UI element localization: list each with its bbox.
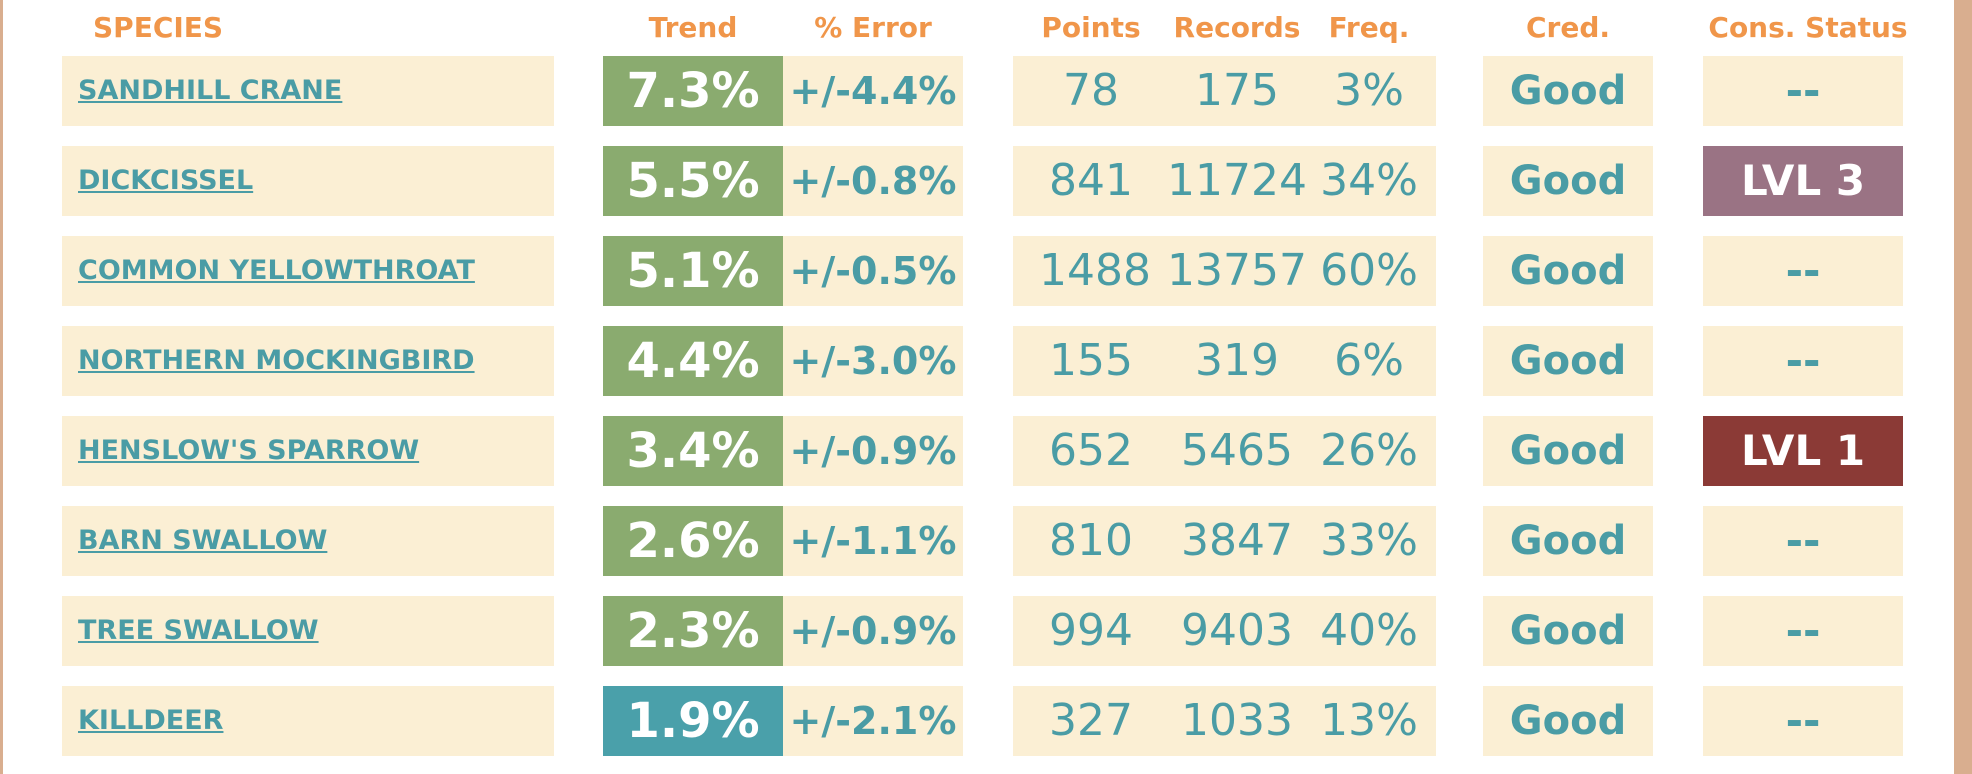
trend-value: 3.4% <box>603 416 783 486</box>
counts-group <box>1013 686 1436 756</box>
table-row: DICKCISSEL 5.5% +/-0.8% 841 11724 34% Go… <box>3 146 1954 216</box>
species-cell: COMMON YELLOWTHROAT <box>62 236 554 306</box>
error-value: +/-0.5% <box>783 236 963 306</box>
status-badge: -- <box>1703 596 1903 666</box>
records-value: 1033 <box>1181 695 1293 746</box>
cred-value: Good <box>1483 506 1653 576</box>
cred-value: Good <box>1483 596 1653 666</box>
status-badge: LVL 3 <box>1703 146 1903 216</box>
table-row: BARN SWALLOW 2.6% +/-1.1% 810 3847 33% G… <box>3 506 1954 576</box>
counts-group <box>1013 506 1436 576</box>
species-link[interactable]: TREE SWALLOW <box>78 615 319 646</box>
species-link[interactable]: SANDHILL CRANE <box>78 75 343 106</box>
status-badge: LVL 1 <box>1703 416 1903 486</box>
freq-value: 34% <box>1320 155 1418 206</box>
header-records: Records <box>1173 11 1301 44</box>
cred-value: Good <box>1483 236 1653 306</box>
trend-value: 2.3% <box>603 596 783 666</box>
records-value: 13757 <box>1167 245 1307 296</box>
table-row: TREE SWALLOW 2.3% +/-0.9% 994 9403 40% G… <box>3 596 1954 666</box>
header-points: Points <box>1041 11 1141 44</box>
table-row: SANDHILL CRANE 7.3% +/-4.4% 78 175 3% Go… <box>3 56 1954 126</box>
counts-group <box>1013 596 1436 666</box>
species-cell: DICKCISSEL <box>62 146 554 216</box>
status-badge: -- <box>1703 686 1903 756</box>
points-value: 327 <box>1049 695 1133 746</box>
counts-group <box>1013 56 1436 126</box>
error-value: +/-4.4% <box>783 56 963 126</box>
header-status: Cons. Status <box>1708 11 1908 44</box>
counts-group <box>1013 416 1436 486</box>
freq-value: 60% <box>1320 245 1418 296</box>
header-trend: Trend <box>648 11 738 44</box>
table-row: KILLDEER 1.9% +/-2.1% 327 1033 13% Good … <box>3 686 1954 756</box>
species-cell: NORTHERN MOCKINGBIRD <box>62 326 554 396</box>
cred-value: Good <box>1483 146 1653 216</box>
trend-value: 7.3% <box>603 56 783 126</box>
species-trend-table: SPECIES Trend % Error Points Records Fre… <box>3 0 1954 774</box>
trend-value: 4.4% <box>603 326 783 396</box>
species-cell: BARN SWALLOW <box>62 506 554 576</box>
records-value: 11724 <box>1167 155 1307 206</box>
table-row: COMMON YELLOWTHROAT 5.1% +/-0.5% 1488 13… <box>3 236 1954 306</box>
cred-value: Good <box>1483 686 1653 756</box>
freq-value: 40% <box>1320 605 1418 656</box>
status-badge: -- <box>1703 326 1903 396</box>
counts-group <box>1013 236 1436 306</box>
cred-value: Good <box>1483 326 1653 396</box>
error-value: +/-3.0% <box>783 326 963 396</box>
error-value: +/-0.8% <box>783 146 963 216</box>
header-cred: Cred. <box>1525 11 1611 44</box>
status-badge: -- <box>1703 506 1903 576</box>
species-cell: HENSLOW'S SPARROW <box>62 416 554 486</box>
table-row: HENSLOW'S SPARROW 3.4% +/-0.9% 652 5465 … <box>3 416 1954 486</box>
records-value: 5465 <box>1181 425 1293 476</box>
counts-group <box>1013 146 1436 216</box>
species-link[interactable]: HENSLOW'S SPARROW <box>78 435 420 466</box>
freq-value: 26% <box>1320 425 1418 476</box>
freq-value: 6% <box>1334 335 1404 386</box>
error-value: +/-0.9% <box>783 596 963 666</box>
points-value: 994 <box>1049 605 1133 656</box>
points-value: 78 <box>1063 65 1119 116</box>
counts-group <box>1013 326 1436 396</box>
error-value: +/-2.1% <box>783 686 963 756</box>
header-species: SPECIES <box>93 11 224 44</box>
points-value: 652 <box>1049 425 1133 476</box>
cred-value: Good <box>1483 56 1653 126</box>
trend-value: 5.5% <box>603 146 783 216</box>
points-value: 1488 <box>1039 245 1151 296</box>
freq-value: 3% <box>1334 65 1404 116</box>
records-value: 319 <box>1195 335 1279 386</box>
species-link[interactable]: KILLDEER <box>78 705 224 736</box>
species-link[interactable]: DICKCISSEL <box>78 165 254 196</box>
points-value: 155 <box>1049 335 1133 386</box>
records-value: 9403 <box>1181 605 1293 656</box>
status-badge: -- <box>1703 56 1903 126</box>
records-value: 175 <box>1195 65 1279 116</box>
species-cell: TREE SWALLOW <box>62 596 554 666</box>
header-freq: Freq. <box>1328 11 1410 44</box>
species-link[interactable]: NORTHERN MOCKINGBIRD <box>78 345 475 376</box>
status-badge: -- <box>1703 236 1903 306</box>
species-cell: SANDHILL CRANE <box>62 56 554 126</box>
freq-value: 13% <box>1320 695 1418 746</box>
points-value: 841 <box>1049 155 1133 206</box>
table-row: NORTHERN MOCKINGBIRD 4.4% +/-3.0% 155 31… <box>3 326 1954 396</box>
records-value: 3847 <box>1181 515 1293 566</box>
header-error: % Error <box>814 11 932 44</box>
error-value: +/-0.9% <box>783 416 963 486</box>
trend-value: 5.1% <box>603 236 783 306</box>
freq-value: 33% <box>1320 515 1418 566</box>
species-cell: KILLDEER <box>62 686 554 756</box>
trend-value: 2.6% <box>603 506 783 576</box>
species-link[interactable]: BARN SWALLOW <box>78 525 328 556</box>
cred-value: Good <box>1483 416 1653 486</box>
species-link[interactable]: COMMON YELLOWTHROAT <box>78 255 475 286</box>
trend-value: 1.9% <box>603 686 783 756</box>
error-value: +/-1.1% <box>783 506 963 576</box>
points-value: 810 <box>1049 515 1133 566</box>
